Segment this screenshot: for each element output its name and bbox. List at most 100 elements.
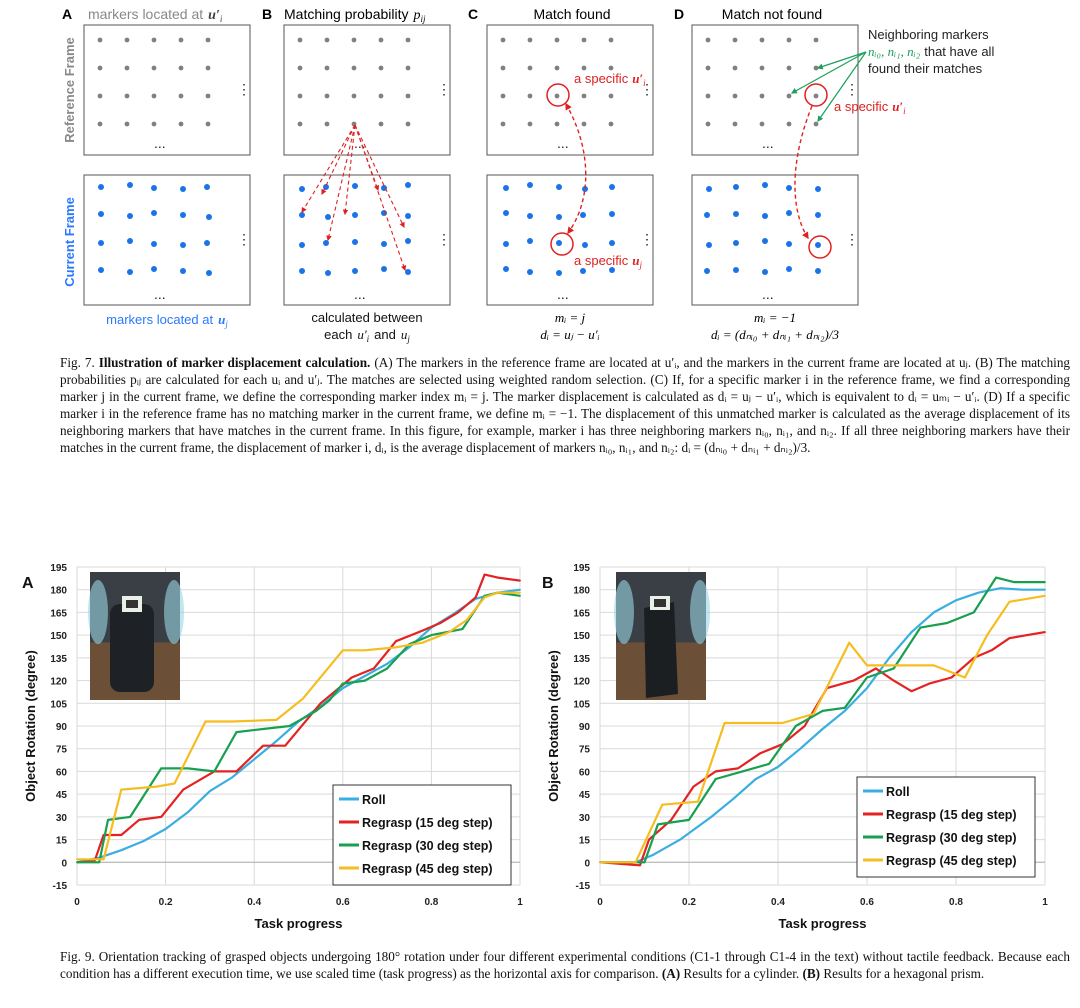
x-tick-label: 0.4	[771, 897, 785, 908]
data-point	[866, 676, 868, 679]
x-tick-label: 0.8	[949, 897, 963, 908]
cur-marker-dot	[98, 240, 104, 246]
cur-marker-dot	[180, 212, 186, 218]
data-point	[421, 629, 424, 632]
data-point	[448, 631, 451, 634]
ref-marker-dot	[324, 121, 330, 127]
panel-letter-a: A	[62, 6, 72, 22]
data-point	[866, 687, 868, 690]
series-line-3	[600, 594, 1046, 864]
y-tick-label: 180	[50, 586, 67, 597]
fig7-caption-body: (A) The markers in the reference frame a…	[60, 355, 1071, 455]
fig9-caption-b: Results for a hexagonal prism.	[823, 966, 985, 981]
ref-marker-dot	[813, 65, 819, 71]
x-tick-label: 1	[1042, 897, 1048, 908]
cur-marker-dot	[609, 184, 615, 190]
ref-marker-dot	[205, 37, 211, 43]
y-tick-label: -15	[576, 881, 591, 892]
ref-marker-dot	[813, 121, 819, 127]
cur-marker-dot	[98, 184, 104, 190]
data-point	[754, 778, 757, 780]
ref-marker-dot	[124, 37, 130, 43]
data-point	[120, 849, 123, 852]
cur-marker-dot	[325, 214, 331, 220]
data-point	[452, 613, 455, 615]
data-point	[599, 861, 601, 864]
data-point	[794, 725, 797, 727]
legend: Roll Regrasp (15 deg step) Regrasp (30 deg…	[332, 784, 512, 886]
ellipses: ...... ⋮ ⋮...... ⋮ ⋮...... ⋮ ⋮...... ⋮ ⋮	[154, 81, 859, 302]
data-point	[777, 765, 779, 768]
row-label-reference: Reference Frame	[62, 37, 77, 143]
d-cur-highlight	[808, 235, 832, 259]
legend-label: Regrasp (30 deg step)	[362, 839, 493, 853]
ref-marker-dot	[554, 65, 560, 71]
cur-marker-dot	[815, 268, 821, 274]
data-point	[142, 840, 145, 842]
data-point	[714, 778, 717, 780]
data-point	[821, 728, 824, 730]
x-axis-label: Task progress	[779, 916, 867, 931]
ref-marker-dot	[405, 65, 411, 71]
ref-marker-dot	[297, 121, 303, 127]
data-point	[275, 719, 278, 721]
cur-marker-dot	[556, 240, 562, 246]
series-line-2	[600, 576, 1045, 864]
data-point	[465, 619, 468, 621]
data-point	[297, 720, 300, 723]
data-point	[599, 861, 601, 864]
cur-marker-dot	[299, 186, 305, 192]
cur-marker-dot	[98, 267, 104, 273]
cur-marker-dot	[815, 242, 821, 248]
box-d-cur	[691, 174, 859, 306]
ref-marker-dot	[97, 121, 103, 127]
ref-marker-dot	[759, 121, 765, 127]
series-line-0	[76, 588, 521, 864]
data-point	[1021, 588, 1024, 591]
y-tick-label: 0	[61, 858, 67, 869]
cur-marker-dot	[405, 213, 411, 219]
data-point	[496, 576, 499, 579]
data-point	[496, 591, 499, 594]
panel-letter-c: C	[468, 6, 478, 22]
ref-marker-dot	[378, 93, 384, 99]
data-point	[892, 667, 895, 670]
data-point	[364, 679, 366, 682]
data-point	[483, 594, 486, 597]
y-tick-label: 30	[56, 813, 68, 824]
d-ref-highlight	[804, 83, 828, 107]
data-point	[901, 664, 904, 667]
cur-marker-dot	[503, 185, 509, 191]
cur-marker-dot	[609, 240, 615, 246]
panel-c-eq1: mᵢ = j	[555, 310, 586, 325]
ref-marker-dot	[405, 121, 411, 127]
data-point	[107, 818, 109, 821]
ref-marker-dot	[527, 37, 533, 43]
panel-letter-b: B	[262, 6, 272, 22]
ref-marker-dot	[405, 37, 411, 43]
cur-marker-dot	[733, 240, 739, 246]
ellipsis-v: ⋮	[845, 231, 859, 247]
marker-dots	[97, 37, 821, 276]
cur-marker-dot	[786, 185, 792, 191]
d-ref-label: a specific u′i	[834, 99, 906, 116]
data-point	[1026, 634, 1029, 637]
cur-marker-dot	[762, 182, 768, 188]
legend-label: Regrasp (45 deg step)	[886, 854, 1017, 868]
data-point	[972, 611, 975, 614]
cur-marker-dot	[127, 269, 133, 275]
data-point	[474, 596, 477, 599]
ellipsis-v: ⋮	[237, 231, 251, 247]
data-point	[754, 722, 757, 724]
cur-marker-dot	[733, 211, 739, 217]
cur-marker-dot	[556, 214, 562, 220]
ref-marker-dot	[151, 121, 157, 127]
ref-marker-dot	[732, 121, 738, 127]
data-point	[457, 611, 459, 614]
cur-marker-dot	[786, 210, 792, 216]
data-point	[995, 576, 997, 579]
x-axis-label: Task progress	[255, 916, 343, 931]
x-tick-label: 0.8	[424, 897, 438, 908]
cur-marker-dot	[609, 211, 615, 217]
cur-marker-dot	[352, 183, 358, 189]
